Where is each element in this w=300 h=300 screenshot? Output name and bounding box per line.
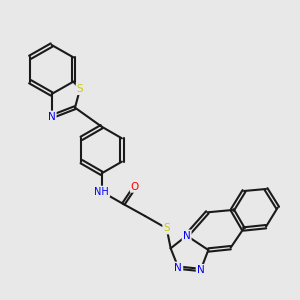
Text: S: S: [77, 84, 83, 94]
Text: N: N: [48, 112, 56, 122]
Text: N: N: [197, 265, 205, 275]
Text: N: N: [175, 263, 182, 273]
Text: N: N: [183, 231, 190, 241]
Text: O: O: [131, 182, 139, 192]
Text: S: S: [164, 223, 170, 233]
Text: NH: NH: [94, 187, 109, 197]
